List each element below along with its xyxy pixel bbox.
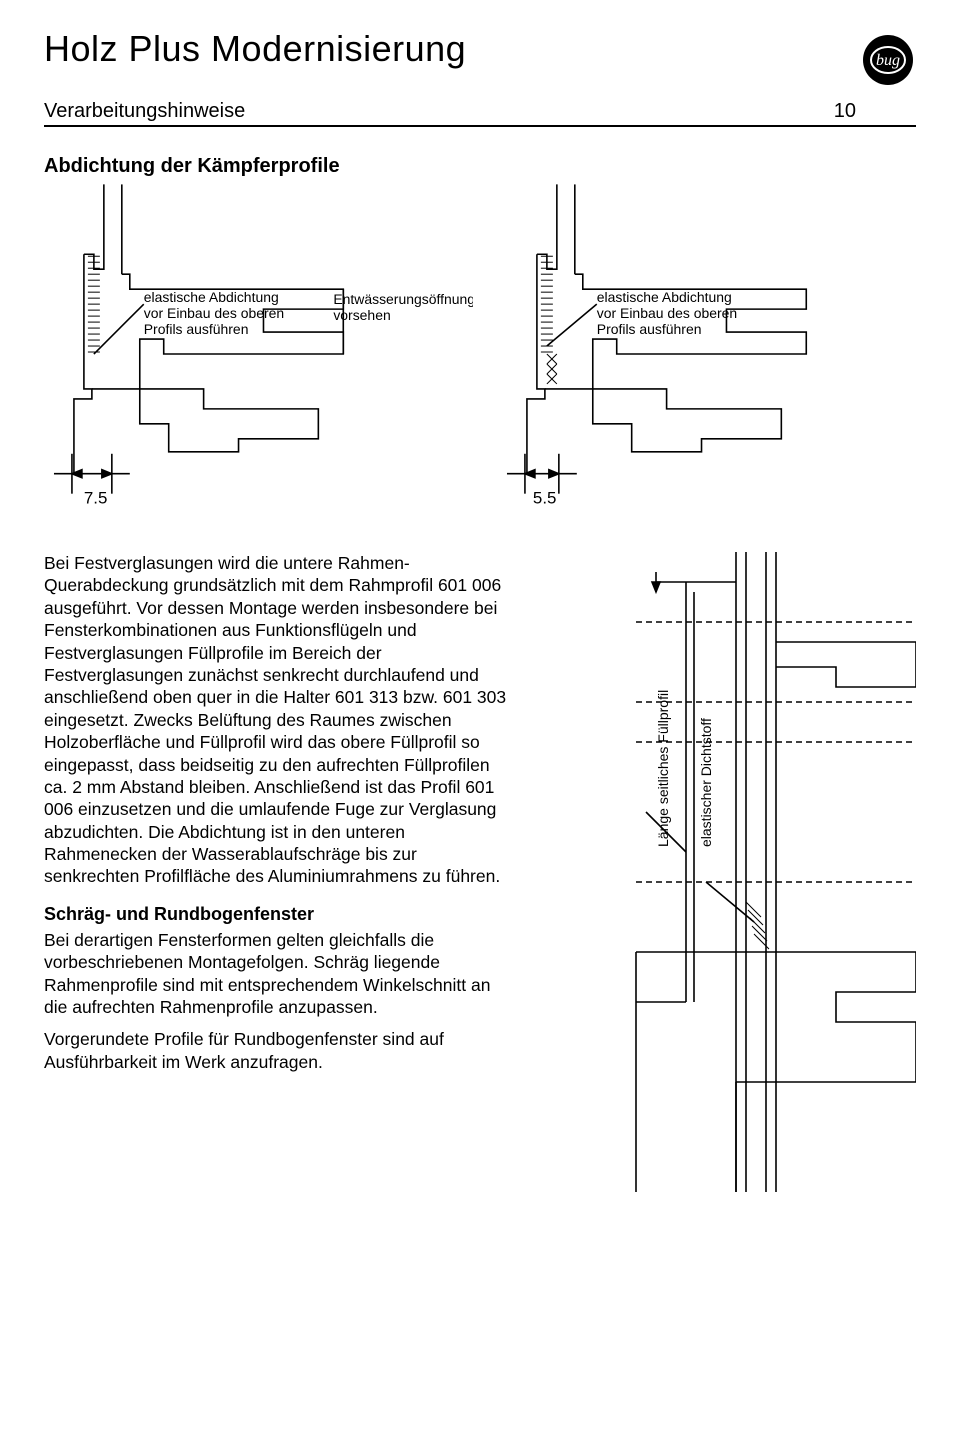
page-title: Holz Plus Modernisierung bbox=[44, 28, 466, 70]
body-paragraph: Bei derartigen Fensterformen gelten glei… bbox=[44, 929, 516, 1019]
body-paragraph: Bei Festverglasungen wird die untere Rah… bbox=[44, 552, 516, 888]
page-subtitle: Verarbeitungshinweise bbox=[44, 100, 245, 123]
page-number: 10 bbox=[834, 100, 856, 123]
body-paragraph: Vorgerundete Profile für Rundbogenfenste… bbox=[44, 1028, 516, 1073]
diagram-vertical-label: elastischer Dichtstoff bbox=[698, 718, 714, 847]
diagram-bottom-right: Länge seitliches Füllprofil elastischer … bbox=[536, 552, 916, 1192]
dimension-label: 5.5 bbox=[533, 489, 557, 508]
diagram-annotation: Entwässerungsöffnungenvorsehen bbox=[333, 291, 473, 323]
diagram-annotation: elastische Abdichtungvor Einbau des ober… bbox=[597, 289, 737, 337]
dimension-label: 7.5 bbox=[84, 489, 108, 508]
diagram-vertical-label: Länge seitliches Füllprofil bbox=[655, 690, 671, 847]
diagram-left: elastische Abdichtungvor Einbau des ober… bbox=[44, 184, 473, 534]
sub-heading: Schräg- und Rundbogenfenster bbox=[44, 904, 516, 925]
bug-logo: bug bbox=[860, 32, 916, 88]
diagram-right: elastische Abdichtungvor Einbau des ober… bbox=[497, 184, 916, 534]
section-heading: Abdichtung der Kämpferprofile bbox=[44, 155, 916, 178]
svg-text:bug: bug bbox=[876, 52, 900, 69]
